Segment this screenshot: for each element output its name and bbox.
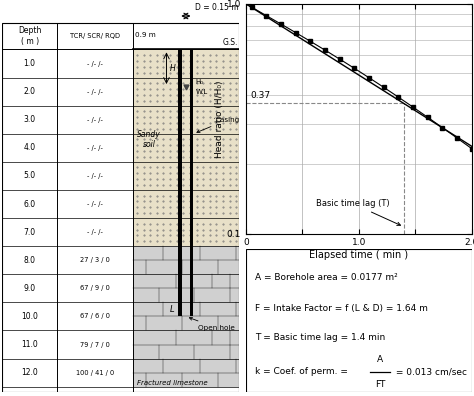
Text: G.S.: G.S.: [223, 38, 238, 47]
Text: - /- /-: - /- /-: [87, 201, 103, 207]
Text: - /- /-: - /- /-: [87, 229, 103, 235]
Bar: [133, 246, 239, 274]
Text: 2.0: 2.0: [24, 87, 36, 96]
Text: - /- /-: - /- /-: [87, 145, 103, 151]
Text: FT: FT: [375, 381, 385, 389]
Text: 3.0: 3.0: [24, 115, 36, 124]
Text: Basic time lag (T): Basic time lag (T): [316, 199, 401, 225]
Text: Casing: Casing: [197, 117, 240, 133]
Text: 12.0: 12.0: [21, 368, 38, 377]
Text: 5.0: 5.0: [24, 171, 36, 181]
Text: = 0.013 cm/sec: = 0.013 cm/sec: [392, 367, 467, 377]
Bar: [133, 78, 239, 106]
Text: - /- /-: - /- /-: [87, 61, 103, 67]
Text: W.L: W.L: [196, 89, 208, 95]
Bar: [133, 218, 239, 246]
Text: k = Coef. of perm. =: k = Coef. of perm. =: [255, 367, 351, 377]
Text: Depth
( m ): Depth ( m ): [18, 27, 41, 46]
Text: 0.37: 0.37: [251, 91, 271, 101]
Text: Fractured limestone: Fractured limestone: [137, 380, 208, 386]
Text: 11.0: 11.0: [21, 340, 38, 349]
Text: - /- /-: - /- /-: [87, 117, 103, 123]
Text: F = Intake Factor = f (L & D) = 1.64 m: F = Intake Factor = f (L & D) = 1.64 m: [255, 304, 428, 313]
Bar: [133, 331, 239, 359]
Text: 67 / 9 / 0: 67 / 9 / 0: [80, 286, 109, 291]
Text: Sandy
soil: Sandy soil: [137, 129, 161, 149]
Text: H: H: [169, 64, 175, 73]
Text: 67 / 6 / 0: 67 / 6 / 0: [80, 313, 109, 320]
Text: 7.0: 7.0: [24, 228, 36, 237]
Text: T = Basic time lag = 1.4 min: T = Basic time lag = 1.4 min: [255, 333, 385, 342]
Text: 27 / 3 / 0: 27 / 3 / 0: [80, 257, 109, 263]
Bar: [133, 134, 239, 162]
Bar: [133, 50, 239, 78]
Text: 0.9 m: 0.9 m: [135, 32, 156, 38]
Text: TCR/ SCR/ RQD: TCR/ SCR/ RQD: [70, 33, 120, 39]
Text: 79 / 7 / 0: 79 / 7 / 0: [80, 341, 109, 348]
Bar: [133, 303, 239, 331]
Y-axis label: Head ratio (H/H₀): Head ratio (H/H₀): [215, 80, 224, 158]
Bar: [133, 106, 239, 134]
Text: - /- /-: - /- /-: [87, 89, 103, 95]
Text: 1.0: 1.0: [24, 59, 36, 68]
Bar: [133, 162, 239, 190]
Text: 8.0: 8.0: [24, 256, 36, 265]
Text: - /- /-: - /- /-: [87, 173, 103, 179]
Bar: [178, 50, 182, 316]
Text: 10.0: 10.0: [21, 312, 38, 321]
Text: 6.0: 6.0: [24, 200, 36, 209]
Text: Open hole: Open hole: [190, 317, 235, 331]
Bar: [133, 274, 239, 303]
Bar: [133, 190, 239, 218]
Bar: [190, 50, 193, 316]
Text: L: L: [170, 305, 175, 314]
X-axis label: Elapsed time ( min ): Elapsed time ( min ): [310, 250, 409, 260]
Text: D = 0.15 m: D = 0.15 m: [195, 3, 238, 12]
Bar: [133, 359, 239, 386]
Text: 100 / 41 / 0: 100 / 41 / 0: [75, 369, 114, 376]
Text: A: A: [377, 354, 383, 364]
Text: 9.0: 9.0: [24, 284, 36, 293]
Text: A = Borehole area = 0.0177 m²: A = Borehole area = 0.0177 m²: [255, 273, 398, 282]
Text: 4.0: 4.0: [24, 143, 36, 152]
Text: H₀: H₀: [196, 78, 204, 85]
